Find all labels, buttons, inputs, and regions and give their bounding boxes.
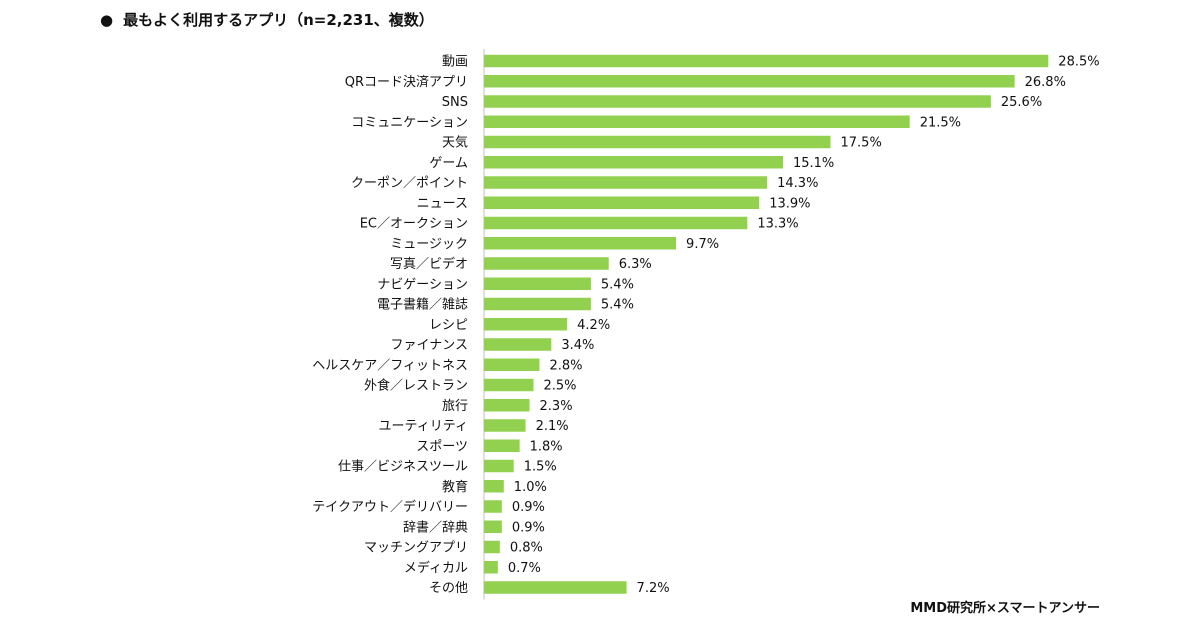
bar	[484, 480, 504, 493]
bar	[484, 399, 530, 412]
value-label: 13.9%	[769, 196, 810, 211]
category-label: ファイナンス	[391, 338, 468, 353]
value-label: 2.8%	[549, 358, 582, 373]
value-label: 2.5%	[544, 379, 577, 394]
value-label: 0.8%	[510, 541, 543, 556]
value-label: 1.0%	[514, 480, 547, 495]
value-label: 21.5%	[920, 115, 961, 130]
bar	[484, 176, 768, 189]
value-label: 17.5%	[841, 136, 882, 151]
category-label: 動画	[442, 55, 468, 70]
value-label: 25.6%	[1001, 95, 1042, 110]
value-label: 28.5%	[1058, 55, 1099, 70]
bar	[484, 338, 552, 351]
value-label: 0.9%	[512, 520, 545, 535]
value-label: 4.2%	[577, 318, 610, 333]
value-label: 15.1%	[793, 156, 834, 171]
value-label: 9.7%	[686, 237, 719, 252]
category-label: ゲーム	[429, 156, 468, 171]
bar	[484, 540, 500, 554]
bar	[484, 419, 526, 432]
category-label: SNS	[442, 95, 468, 110]
category-label: ナビゲーション	[377, 277, 468, 292]
value-label: 14.3%	[777, 176, 818, 191]
category-label: 教育	[442, 479, 468, 495]
category-label: ミュージック	[390, 237, 468, 252]
bar	[484, 115, 910, 128]
value-label: 1.8%	[530, 439, 563, 454]
value-label: 13.3%	[757, 217, 798, 232]
bar	[484, 156, 783, 169]
value-label: 7.2%	[637, 581, 670, 596]
bar	[484, 257, 609, 270]
bar	[484, 561, 498, 574]
category-label: スポーツ	[416, 439, 468, 454]
bar	[484, 196, 760, 209]
bar	[484, 459, 514, 473]
category-label: 天気	[442, 135, 468, 151]
value-label: 5.4%	[601, 298, 634, 313]
bar	[484, 135, 831, 149]
bar	[484, 237, 677, 250]
bar	[484, 297, 591, 311]
category-label: その他	[429, 581, 468, 596]
category-label: EC／オークション	[360, 217, 468, 232]
category-label: 電子書籍／雑誌	[377, 297, 468, 313]
category-label: コミュニケーション	[351, 115, 468, 130]
bar	[484, 378, 534, 392]
title-bullet: ●	[100, 11, 114, 29]
bar	[484, 277, 591, 290]
category-label: クーポン／ポイント	[351, 176, 468, 191]
category-label: 仕事／ビジネスツール	[338, 460, 468, 475]
category-label: 辞書／辞典	[403, 520, 468, 535]
category-label: マッチングアプリ	[364, 541, 468, 556]
bar	[484, 318, 568, 331]
value-label: 0.9%	[512, 500, 545, 515]
value-label: 6.3%	[619, 257, 652, 272]
category-label: 旅行	[442, 399, 468, 414]
chart-title: ● 最もよく利用するアプリ（n=2,231、複数）	[100, 9, 434, 30]
source-credit: MMD研究所×スマートアンサー	[910, 601, 1100, 616]
category-label: ヘルスケア／フィットネス	[312, 358, 468, 373]
bar	[484, 216, 748, 230]
value-label: 3.4%	[561, 338, 594, 353]
bar	[484, 54, 1049, 68]
category-label: QRコード決済アプリ	[345, 74, 468, 90]
bar	[484, 520, 502, 533]
category-label: メディカル	[404, 560, 468, 576]
value-label: 2.3%	[540, 399, 573, 414]
bar	[484, 95, 991, 108]
bar	[484, 75, 1015, 88]
value-label: 5.4%	[601, 277, 634, 292]
category-label: 写真／ビデオ	[390, 256, 468, 272]
value-label: 2.1%	[536, 419, 569, 434]
bar	[484, 500, 502, 513]
bar	[484, 581, 627, 594]
category-label: ユーティリティ	[379, 419, 468, 434]
category-label: テイクアウト／デリバリー	[312, 499, 468, 515]
title-text: 最もよく利用するアプリ（n=2,231、複数）	[123, 11, 434, 29]
category-label: ニュース	[417, 196, 468, 211]
bar	[484, 439, 520, 452]
value-label: 1.5%	[524, 460, 557, 475]
value-label: 26.8%	[1025, 75, 1066, 90]
bar	[484, 358, 540, 371]
value-label: 0.7%	[508, 561, 541, 576]
category-label: 外食／レストラン	[364, 378, 468, 394]
category-label: レシピ	[429, 318, 468, 333]
